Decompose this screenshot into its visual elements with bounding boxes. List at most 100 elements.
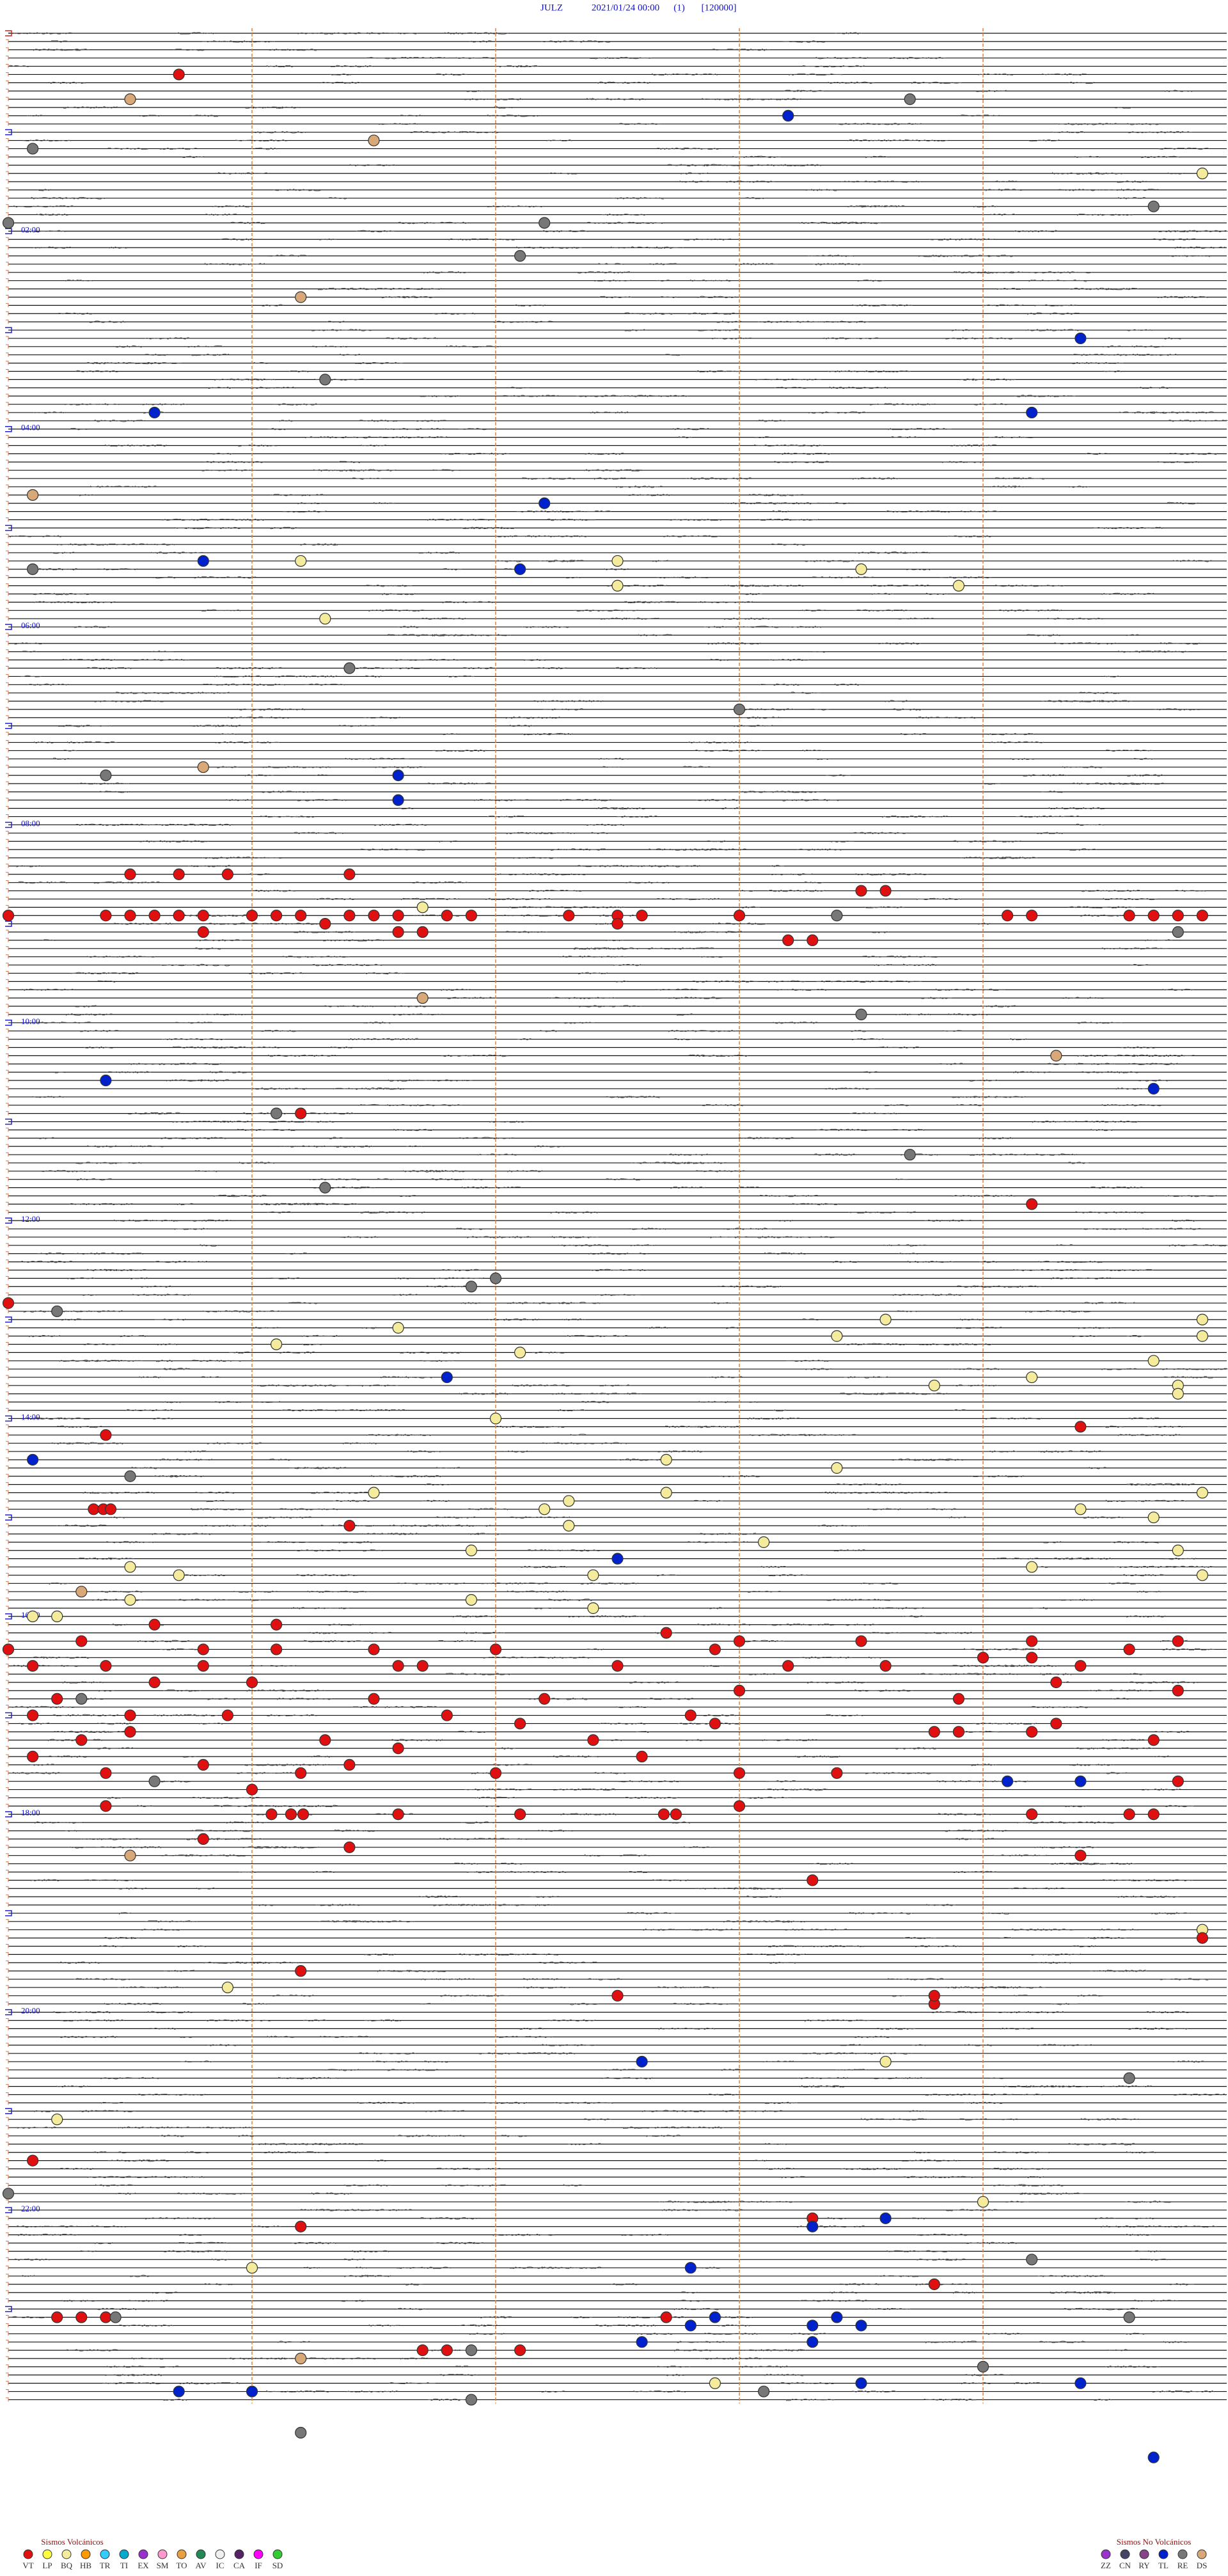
legend-code: RE (1177, 2561, 1188, 2570)
legend-swatch (1120, 2549, 1130, 2559)
event (611, 1989, 624, 2002)
row-marker (6, 262, 9, 266)
event (109, 2311, 122, 2323)
trace-noise (219, 238, 1197, 241)
event (1147, 1808, 1160, 1821)
trace-noise (152, 576, 993, 579)
event (295, 2352, 307, 2365)
trace-noise (226, 798, 839, 802)
event (319, 374, 331, 386)
event (100, 1767, 112, 1779)
row-marker (6, 204, 9, 209)
event (855, 2377, 867, 2389)
row-marker (6, 1721, 9, 1726)
row-marker (6, 1408, 9, 1412)
trace-noise (214, 1194, 1217, 1197)
trace-noise (289, 1606, 1050, 1609)
row-marker (6, 2059, 9, 2064)
row-marker (6, 105, 9, 110)
trace-noise (83, 1491, 949, 1494)
trace-noise (423, 271, 1094, 274)
event (197, 1758, 209, 1771)
event (1147, 2451, 1160, 2463)
trace-noise (115, 1887, 1068, 1890)
trace-noise (19, 881, 824, 884)
event (2, 910, 15, 922)
row-marker (6, 1869, 9, 1874)
row-marker (6, 476, 9, 481)
event (368, 1693, 380, 1705)
event (295, 555, 307, 567)
row-marker (6, 1861, 9, 1866)
event (1074, 1849, 1087, 1861)
row-marker (6, 1886, 9, 1891)
trace-noise (53, 2011, 1189, 2014)
event (392, 1808, 404, 1821)
event (124, 1470, 136, 1482)
row-marker (6, 187, 9, 192)
trace-noise (466, 90, 1192, 93)
trace-noise (97, 980, 922, 983)
row-marker (6, 146, 9, 151)
event (1147, 200, 1160, 212)
trace-noise (30, 1763, 1114, 1766)
trace-noise (117, 1986, 1046, 1989)
row-marker (6, 162, 9, 168)
row-marker (6, 245, 9, 250)
legend-swatch (253, 2549, 264, 2559)
trace-noise (86, 955, 938, 958)
row-marker (6, 1820, 9, 1825)
event (319, 1734, 331, 1746)
row-marker (6, 2224, 9, 2229)
event (563, 1519, 575, 1532)
row-marker (6, 518, 9, 522)
event (1196, 1569, 1209, 1581)
trace-noise (20, 2275, 1105, 2278)
trace-noise (19, 1722, 1037, 1725)
event (271, 1107, 283, 1119)
trace-noise (52, 1714, 863, 1717)
event (297, 1808, 310, 1821)
event (855, 1635, 867, 1647)
legend-swatch (81, 2549, 91, 2559)
trace-noise (20, 1260, 1103, 1263)
trace-noise (584, 2117, 1139, 2121)
trace-noise (74, 626, 821, 629)
row-marker (6, 1943, 9, 1948)
row-marker (6, 2043, 9, 2048)
row-marker (6, 336, 9, 340)
row-marker (6, 608, 9, 613)
hour-marker (5, 821, 12, 828)
row-marker (6, 830, 9, 835)
trace-noise (203, 2283, 1194, 2286)
trace-noise (67, 1277, 1111, 1280)
row-marker (6, 715, 9, 720)
row-marker (6, 2092, 9, 2097)
row-marker (6, 707, 9, 711)
trace-noise (25, 1417, 1160, 1420)
event (1172, 1684, 1184, 1696)
trace-noise (115, 345, 1163, 348)
event (465, 1281, 478, 1293)
trace-noise (271, 1994, 1103, 1997)
event (879, 885, 892, 897)
row-marker (6, 658, 9, 662)
row-marker (6, 1127, 9, 1132)
row-marker (6, 171, 9, 176)
event (246, 910, 258, 922)
trace-noise (212, 452, 1218, 455)
hour-marker (5, 723, 12, 729)
event (173, 68, 185, 81)
row-marker (6, 56, 9, 60)
trace-noise (141, 1285, 1042, 1288)
row-marker (6, 558, 9, 563)
row-marker (6, 88, 9, 93)
event (368, 910, 380, 922)
event (148, 1775, 161, 1787)
hour-label: 02:00 (21, 225, 40, 234)
trace-noise (79, 782, 1165, 785)
row-marker (6, 1358, 9, 1363)
row-marker (6, 946, 9, 951)
row-marker (6, 2348, 9, 2353)
trace-noise (104, 1936, 1127, 1940)
